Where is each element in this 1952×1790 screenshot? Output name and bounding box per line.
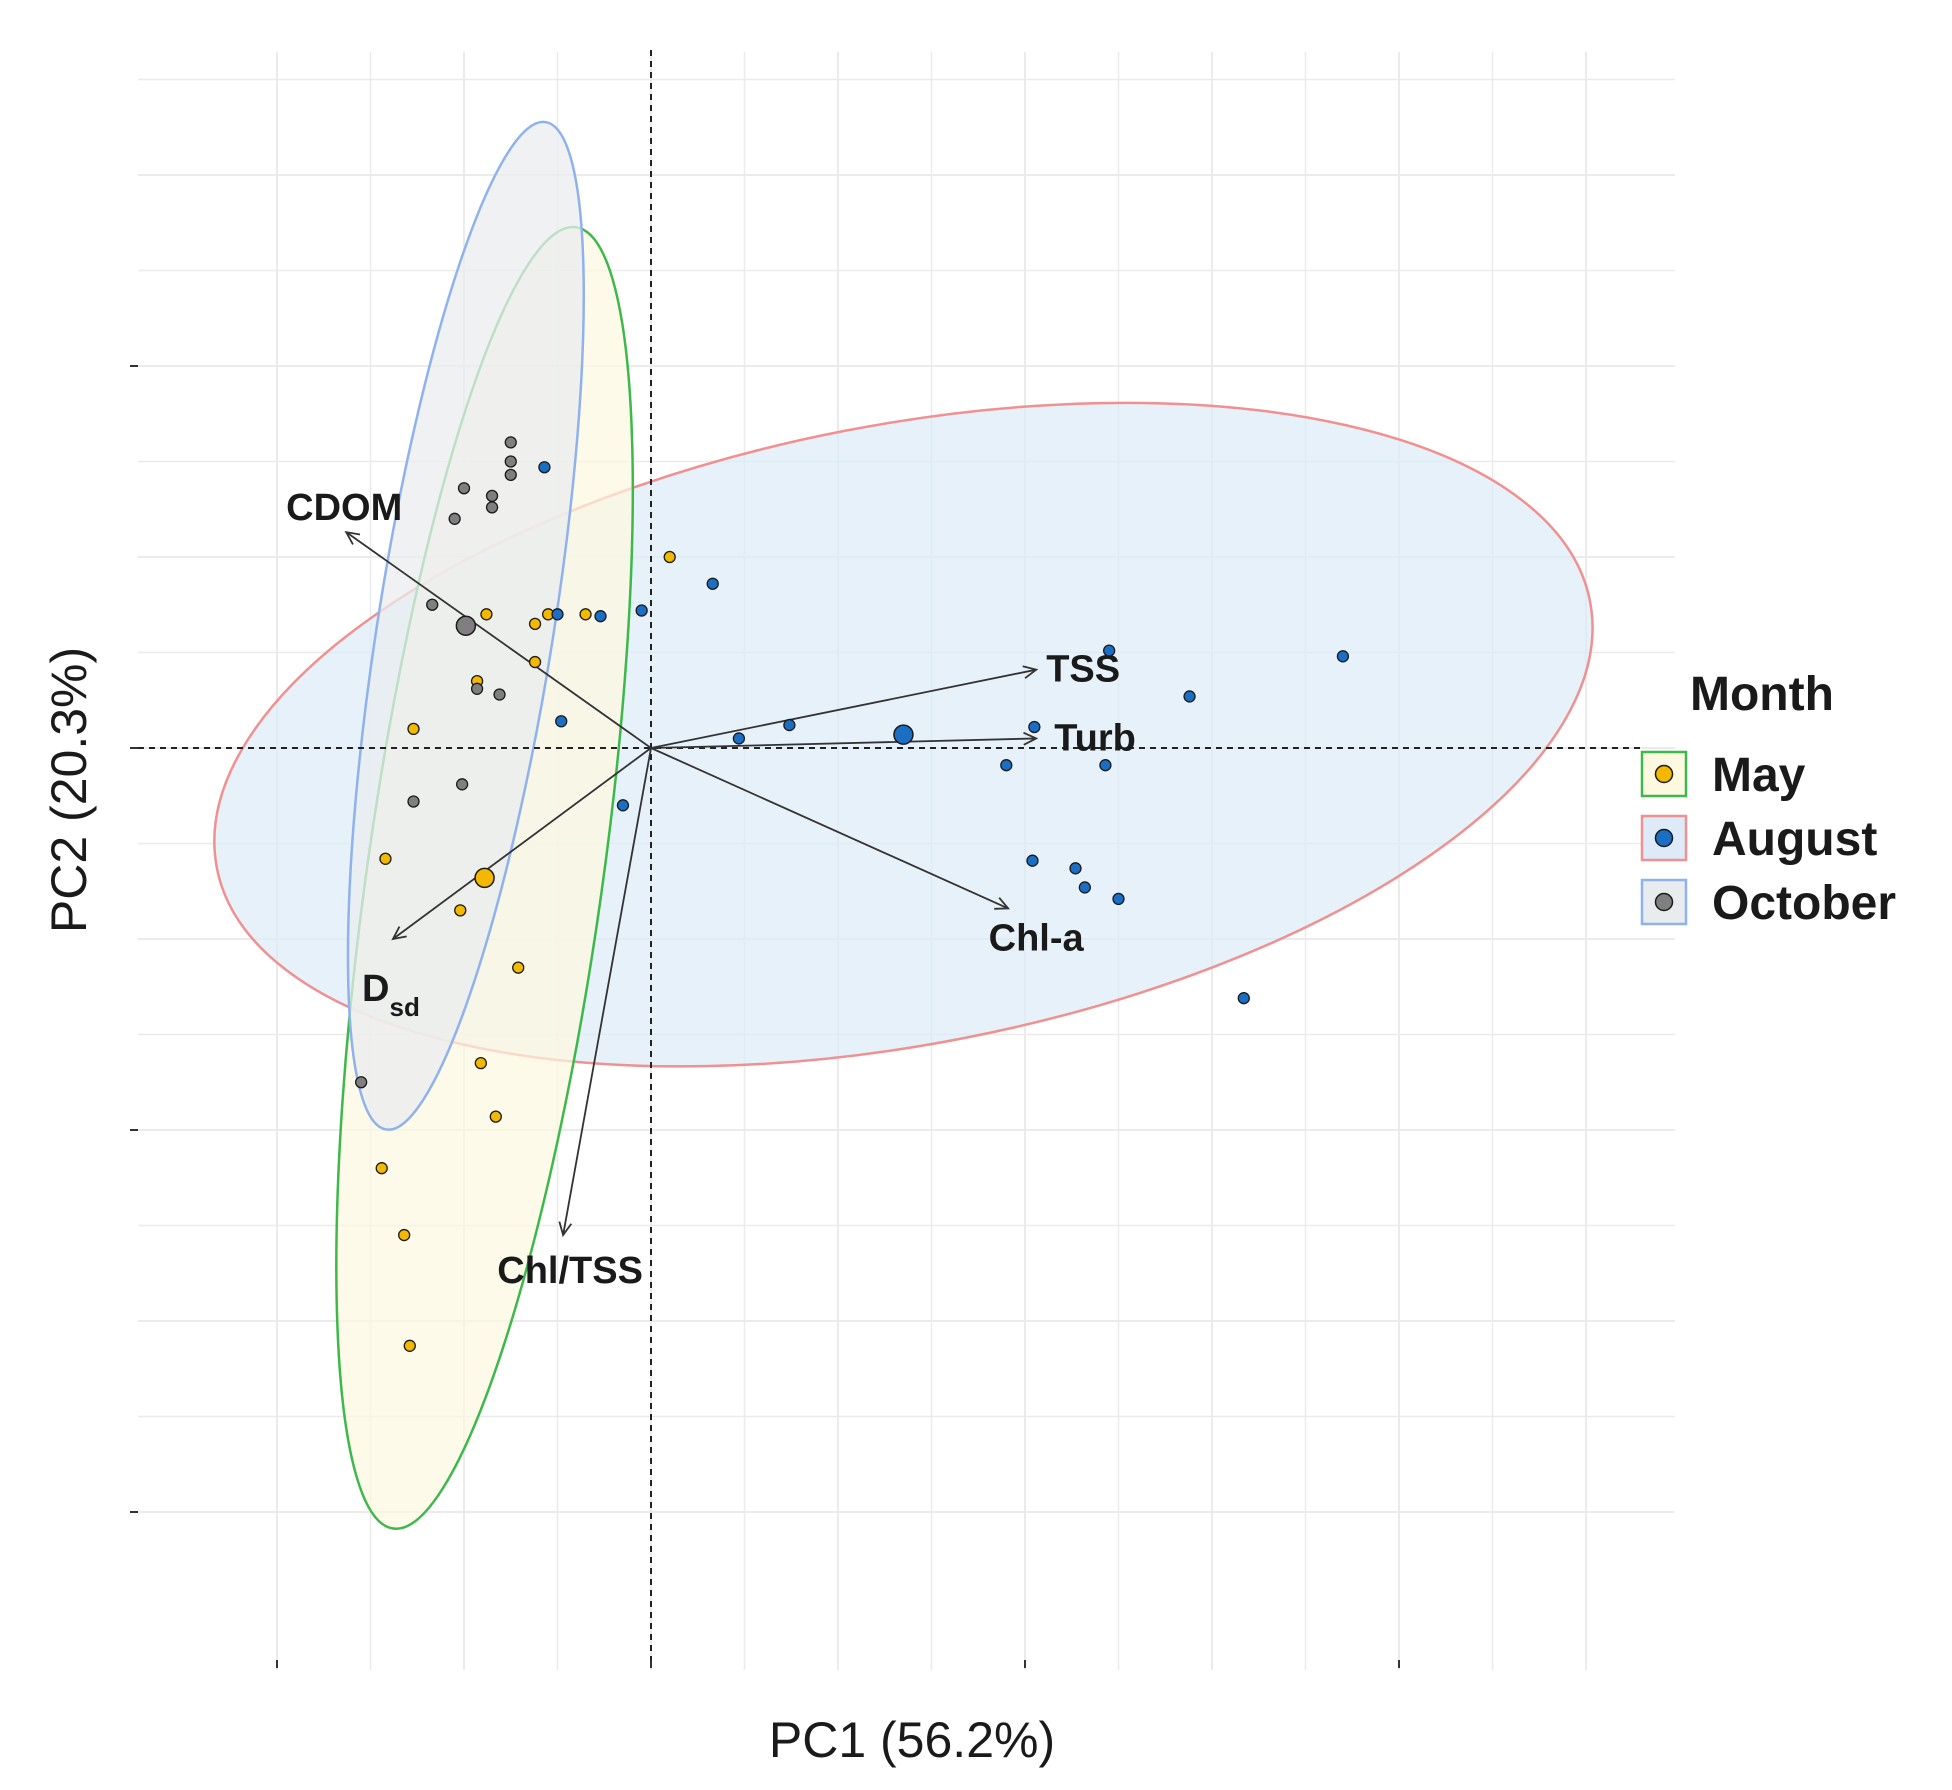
axis-ticks [130, 365, 1400, 1668]
loading-label-chl-tss: Chl/TSS [497, 1250, 643, 1292]
point-august [1112, 892, 1125, 906]
point-august [732, 732, 746, 745]
loading-arrow-chl/tss [562, 747, 652, 1236]
point-october [485, 489, 499, 503]
centroid-october [455, 615, 477, 637]
point-august [1183, 690, 1196, 703]
scatter-points [354, 436, 1350, 1352]
point-may [379, 852, 392, 865]
point-august [635, 604, 648, 617]
loading-arrowhead [344, 530, 361, 545]
point-august [1078, 881, 1091, 894]
point-october [470, 682, 484, 695]
point-august [551, 608, 564, 621]
legend-label-august: August [1712, 813, 1877, 866]
loading-label-subscript: sd [389, 992, 419, 1022]
point-august [1069, 862, 1082, 875]
legend-title: Month [1690, 668, 1834, 721]
point-october [504, 468, 517, 482]
point-may [403, 1339, 416, 1352]
point-may [407, 722, 420, 736]
point-may [454, 904, 467, 917]
point-may [663, 550, 676, 564]
point-may [398, 1228, 411, 1242]
loading-label-cdom: CDOM [286, 487, 402, 529]
point-may [480, 608, 493, 621]
loading-arrow-turb [650, 737, 1037, 749]
loading-arrow-tss [650, 668, 1037, 749]
loading-arrowhead [558, 1221, 573, 1238]
legend-label-may: May [1712, 749, 1806, 802]
loading-arrowhead [1022, 665, 1039, 679]
point-october [354, 1076, 368, 1089]
loading-label-chl-a: Chl-a [989, 917, 1085, 959]
point-october [426, 598, 439, 611]
loading-arrow-chl-a [650, 747, 1009, 910]
loading-arrowhead [994, 897, 1011, 910]
loading-arrow-cdom [345, 531, 652, 749]
point-august [1028, 720, 1041, 734]
point-august [1336, 650, 1350, 663]
point-october [407, 795, 420, 808]
loading-label-turb: Turb [1054, 717, 1136, 759]
legend-marker-may [1654, 764, 1674, 784]
point-august [1099, 759, 1112, 772]
point-august [616, 799, 630, 812]
point-august [538, 461, 551, 474]
point-october [504, 436, 517, 449]
point-may [489, 1110, 502, 1123]
point-october [457, 482, 471, 495]
point-august [1103, 644, 1116, 657]
point-october [455, 778, 469, 791]
loading-arrowhead [1023, 731, 1039, 746]
point-october [504, 455, 517, 468]
point-august [555, 715, 568, 728]
centroid-august [893, 724, 914, 745]
loading-arrow-d [392, 747, 652, 940]
y-axis-title: PC2 (20.3%) [41, 647, 97, 933]
point-may [579, 608, 592, 621]
point-august [706, 577, 719, 590]
legend-marker-october [1654, 892, 1674, 912]
point-august [594, 610, 607, 623]
point-august [1000, 759, 1013, 772]
legend-marker-august [1654, 828, 1674, 848]
centroid-may [474, 867, 495, 889]
point-may [375, 1162, 388, 1175]
x-axis-title: PC1 (56.2%) [769, 1712, 1055, 1768]
point-may [512, 961, 525, 974]
point-october [448, 512, 461, 525]
point-august [1026, 854, 1039, 867]
point-may [528, 617, 542, 630]
point-october [485, 501, 499, 514]
legend: Month May August October [1640, 668, 1896, 930]
loading-arrowhead [391, 926, 407, 941]
point-august [1237, 992, 1250, 1005]
point-may [528, 655, 542, 669]
legend-label-october: October [1712, 877, 1896, 930]
reference-lines [138, 50, 1640, 1660]
point-august [783, 718, 796, 732]
point-october [493, 688, 506, 701]
point-may [474, 1057, 487, 1070]
